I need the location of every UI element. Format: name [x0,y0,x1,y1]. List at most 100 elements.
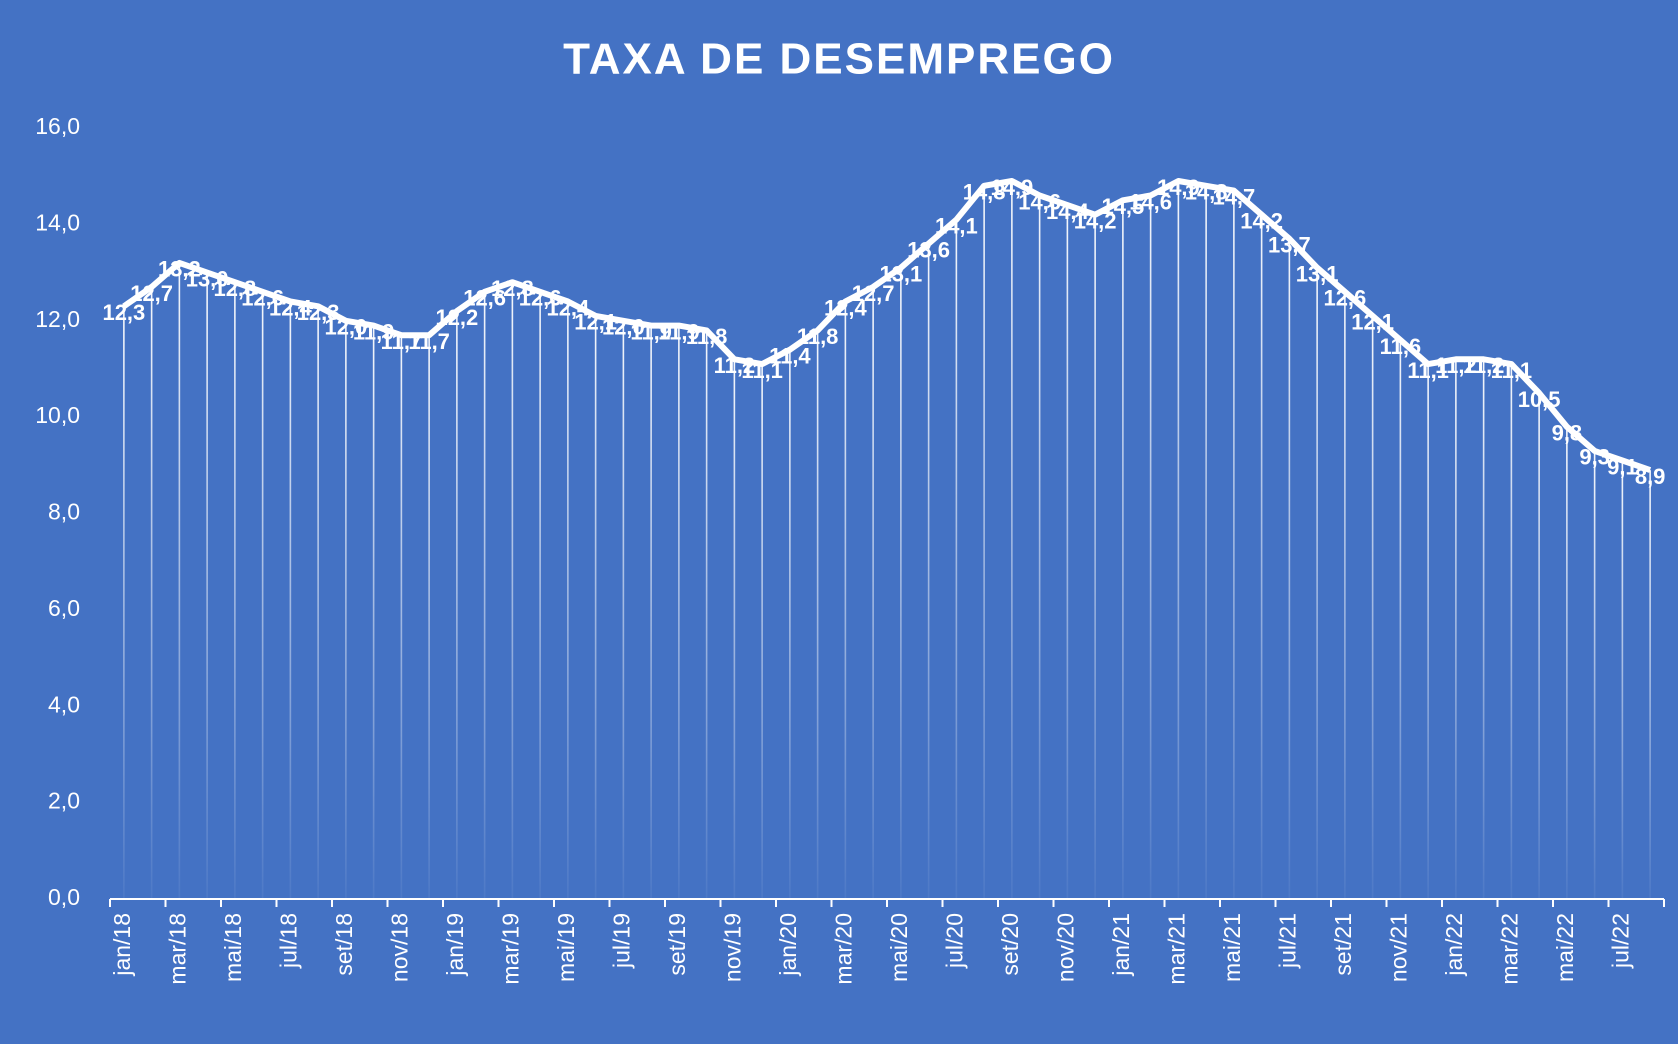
drop-line [1593,450,1596,899]
drop-line [567,301,569,900]
drop-line [1011,181,1013,900]
drop-line [1177,181,1180,900]
data-label: 12,3 [297,300,340,325]
drop-line [733,359,736,899]
data-label: 11,2 [1435,353,1477,378]
data-label: 9,8 [1552,421,1583,446]
data-label: 14,2 [1074,209,1117,234]
data-label: 12,6 [1323,286,1366,311]
y-tick-label: 2,0 [48,788,80,814]
x-tick-label: mar/22 [1496,913,1522,985]
data-label: 12,7 [852,281,895,306]
drop-line [1094,214,1096,900]
data-label: 12,3 [102,300,145,325]
data-label: 14,2 [1240,209,1283,234]
data-label: 14,5 [1101,194,1144,219]
drop-line [1038,195,1041,899]
x-tick-label: mai/20 [886,913,912,982]
x-tick-label: jan/21 [1108,913,1134,977]
drop-line [594,315,597,899]
drop-line [1149,195,1152,899]
x-tick-label: jan/19 [442,913,468,977]
drop-line [289,301,292,900]
data-label: 11,1 [1407,358,1449,383]
drop-line [1122,200,1124,899]
drop-line [761,364,763,899]
drop-line [150,287,153,899]
data-label: 11,9 [658,319,700,344]
data-label: 14,8 [963,180,1006,205]
drop-line [345,320,347,899]
data-label: 13,6 [907,237,950,262]
y-tick-label: 8,0 [48,499,80,525]
drop-line [983,185,985,899]
drop-line [705,330,708,899]
data-label: 10,5 [1518,387,1561,412]
drop-line [1649,470,1651,899]
x-tick-label: nov/21 [1385,913,1411,982]
drop-line [1455,359,1457,899]
chart-title: TAXA DE DESEMPREGO [563,35,1115,84]
drop-line [1427,364,1429,899]
x-tick-label: jul/22 [1607,913,1633,969]
data-label: 14,9 [990,175,1033,200]
x-tick-label: jul/21 [1274,913,1300,969]
x-tick-label: mai/22 [1552,913,1578,982]
data-label: 12,0 [324,315,367,340]
drop-line [1621,460,1624,899]
drop-line [1566,426,1568,899]
data-label: 11,1 [1491,358,1533,383]
drop-line [428,335,430,899]
x-tick-label: jan/22 [1441,913,1467,977]
y-tick-label: 6,0 [48,595,80,621]
data-label: 12,1 [574,310,617,335]
drop-line [650,325,652,900]
drop-line [1205,185,1207,899]
drop-line [178,262,181,899]
x-tick-label: set/18 [331,913,357,976]
drop-line [400,335,403,899]
data-label: 12,8 [213,276,256,301]
drop-line [1260,214,1263,900]
data-label: 11,7 [408,329,450,354]
drop-line [511,282,514,899]
drop-line [317,306,319,899]
data-label: 12,6 [241,286,284,311]
data-label: 11,1 [741,358,783,383]
x-tick-label: set/21 [1330,913,1356,976]
data-label: 9,3 [1579,445,1610,470]
x-tick-label: mai/19 [553,913,579,982]
drop-line [1316,267,1318,899]
drop-line [927,243,930,899]
x-tick-label: jan/18 [109,913,135,977]
data-label: 11,7 [381,329,423,354]
x-tick-label: mar/18 [164,913,190,985]
drop-line [1288,238,1291,900]
drop-line [483,291,486,899]
data-label: 11,2 [1463,353,1505,378]
x-tick-label: mai/21 [1219,913,1245,982]
drop-line [1399,340,1402,899]
data-label: 12,4 [824,295,868,320]
drop-line [872,287,874,899]
x-tick-label: mar/21 [1163,913,1189,985]
data-label: 12,6 [463,286,506,311]
data-label: 11,4 [769,343,811,368]
y-tick-label: 10,0 [35,402,80,428]
data-label: 13,1 [1296,262,1339,287]
drop-line [234,282,236,899]
drop-line [844,301,847,900]
data-label: 11,9 [630,319,672,344]
x-tick-label: mai/18 [220,913,246,982]
data-label: 13,0 [186,266,229,291]
x-tick-label: nov/20 [1052,913,1078,982]
data-label: 14,7 [1212,184,1255,209]
x-tick-label: set/19 [664,913,690,976]
drop-line [1482,359,1485,899]
y-tick-label: 0,0 [48,884,80,910]
drop-line [372,325,375,900]
data-label: 8,9 [1635,464,1666,489]
y-tick-label: 14,0 [35,209,80,235]
series-line [122,178,1652,473]
